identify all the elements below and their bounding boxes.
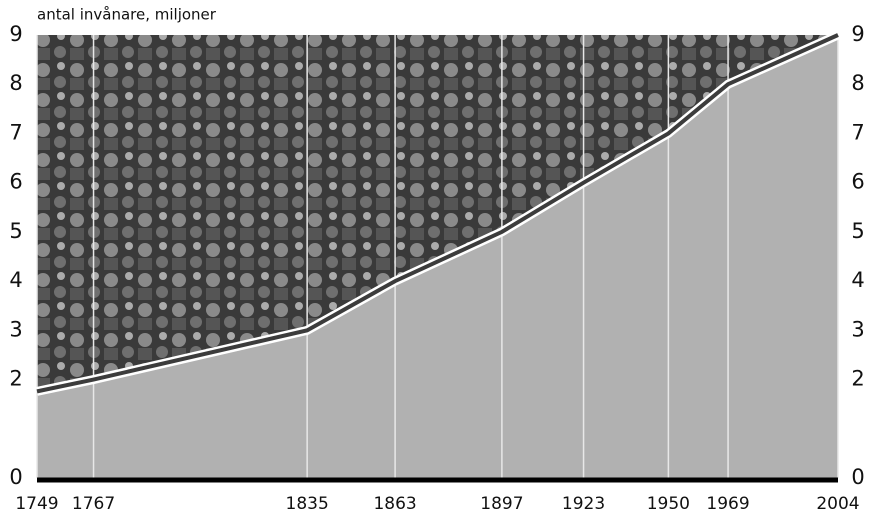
- x-tick-label: 2004: [816, 494, 859, 514]
- y-tick-label-right: 0: [851, 465, 864, 489]
- y-tick-label: 9: [9, 22, 22, 46]
- y-tick-label-right: 9: [851, 22, 864, 46]
- y-tick-label: 8: [9, 71, 22, 95]
- y-tick-label: 0: [9, 465, 22, 489]
- x-tick-label: 1749: [15, 494, 58, 514]
- y-tick-label-right: 7: [851, 120, 864, 144]
- x-tick-label: 1863: [373, 494, 416, 514]
- y-tick-label-right: 4: [851, 268, 864, 292]
- y-tick-label: 5: [9, 219, 22, 243]
- x-tick-label: 1897: [480, 494, 523, 514]
- x-tick-label: 1835: [286, 494, 329, 514]
- x-tick-label: 1950: [647, 494, 690, 514]
- area: [37, 35, 838, 478]
- y-tick-label: 4: [9, 268, 22, 292]
- y-tick-label-right: 6: [851, 170, 864, 194]
- line: [36, 33, 839, 394]
- x-tick-label: 1969: [706, 494, 749, 514]
- y-tick-label: 6: [9, 170, 22, 194]
- y-tick-label: 7: [9, 120, 22, 144]
- y-axis-label: antal invånare, miljoner: [37, 6, 217, 24]
- y-tick-label-right: 3: [851, 317, 864, 341]
- x-tick-label: 1923: [562, 494, 605, 514]
- y-tick-label-right: 8: [851, 71, 864, 95]
- y-tick-label: 3: [9, 317, 22, 341]
- x-tick-label: 1767: [72, 494, 115, 514]
- y-tick-label: 2: [9, 367, 22, 391]
- y-tick-label-right: 5: [851, 219, 864, 243]
- y-tick-label-right: 2: [851, 367, 864, 391]
